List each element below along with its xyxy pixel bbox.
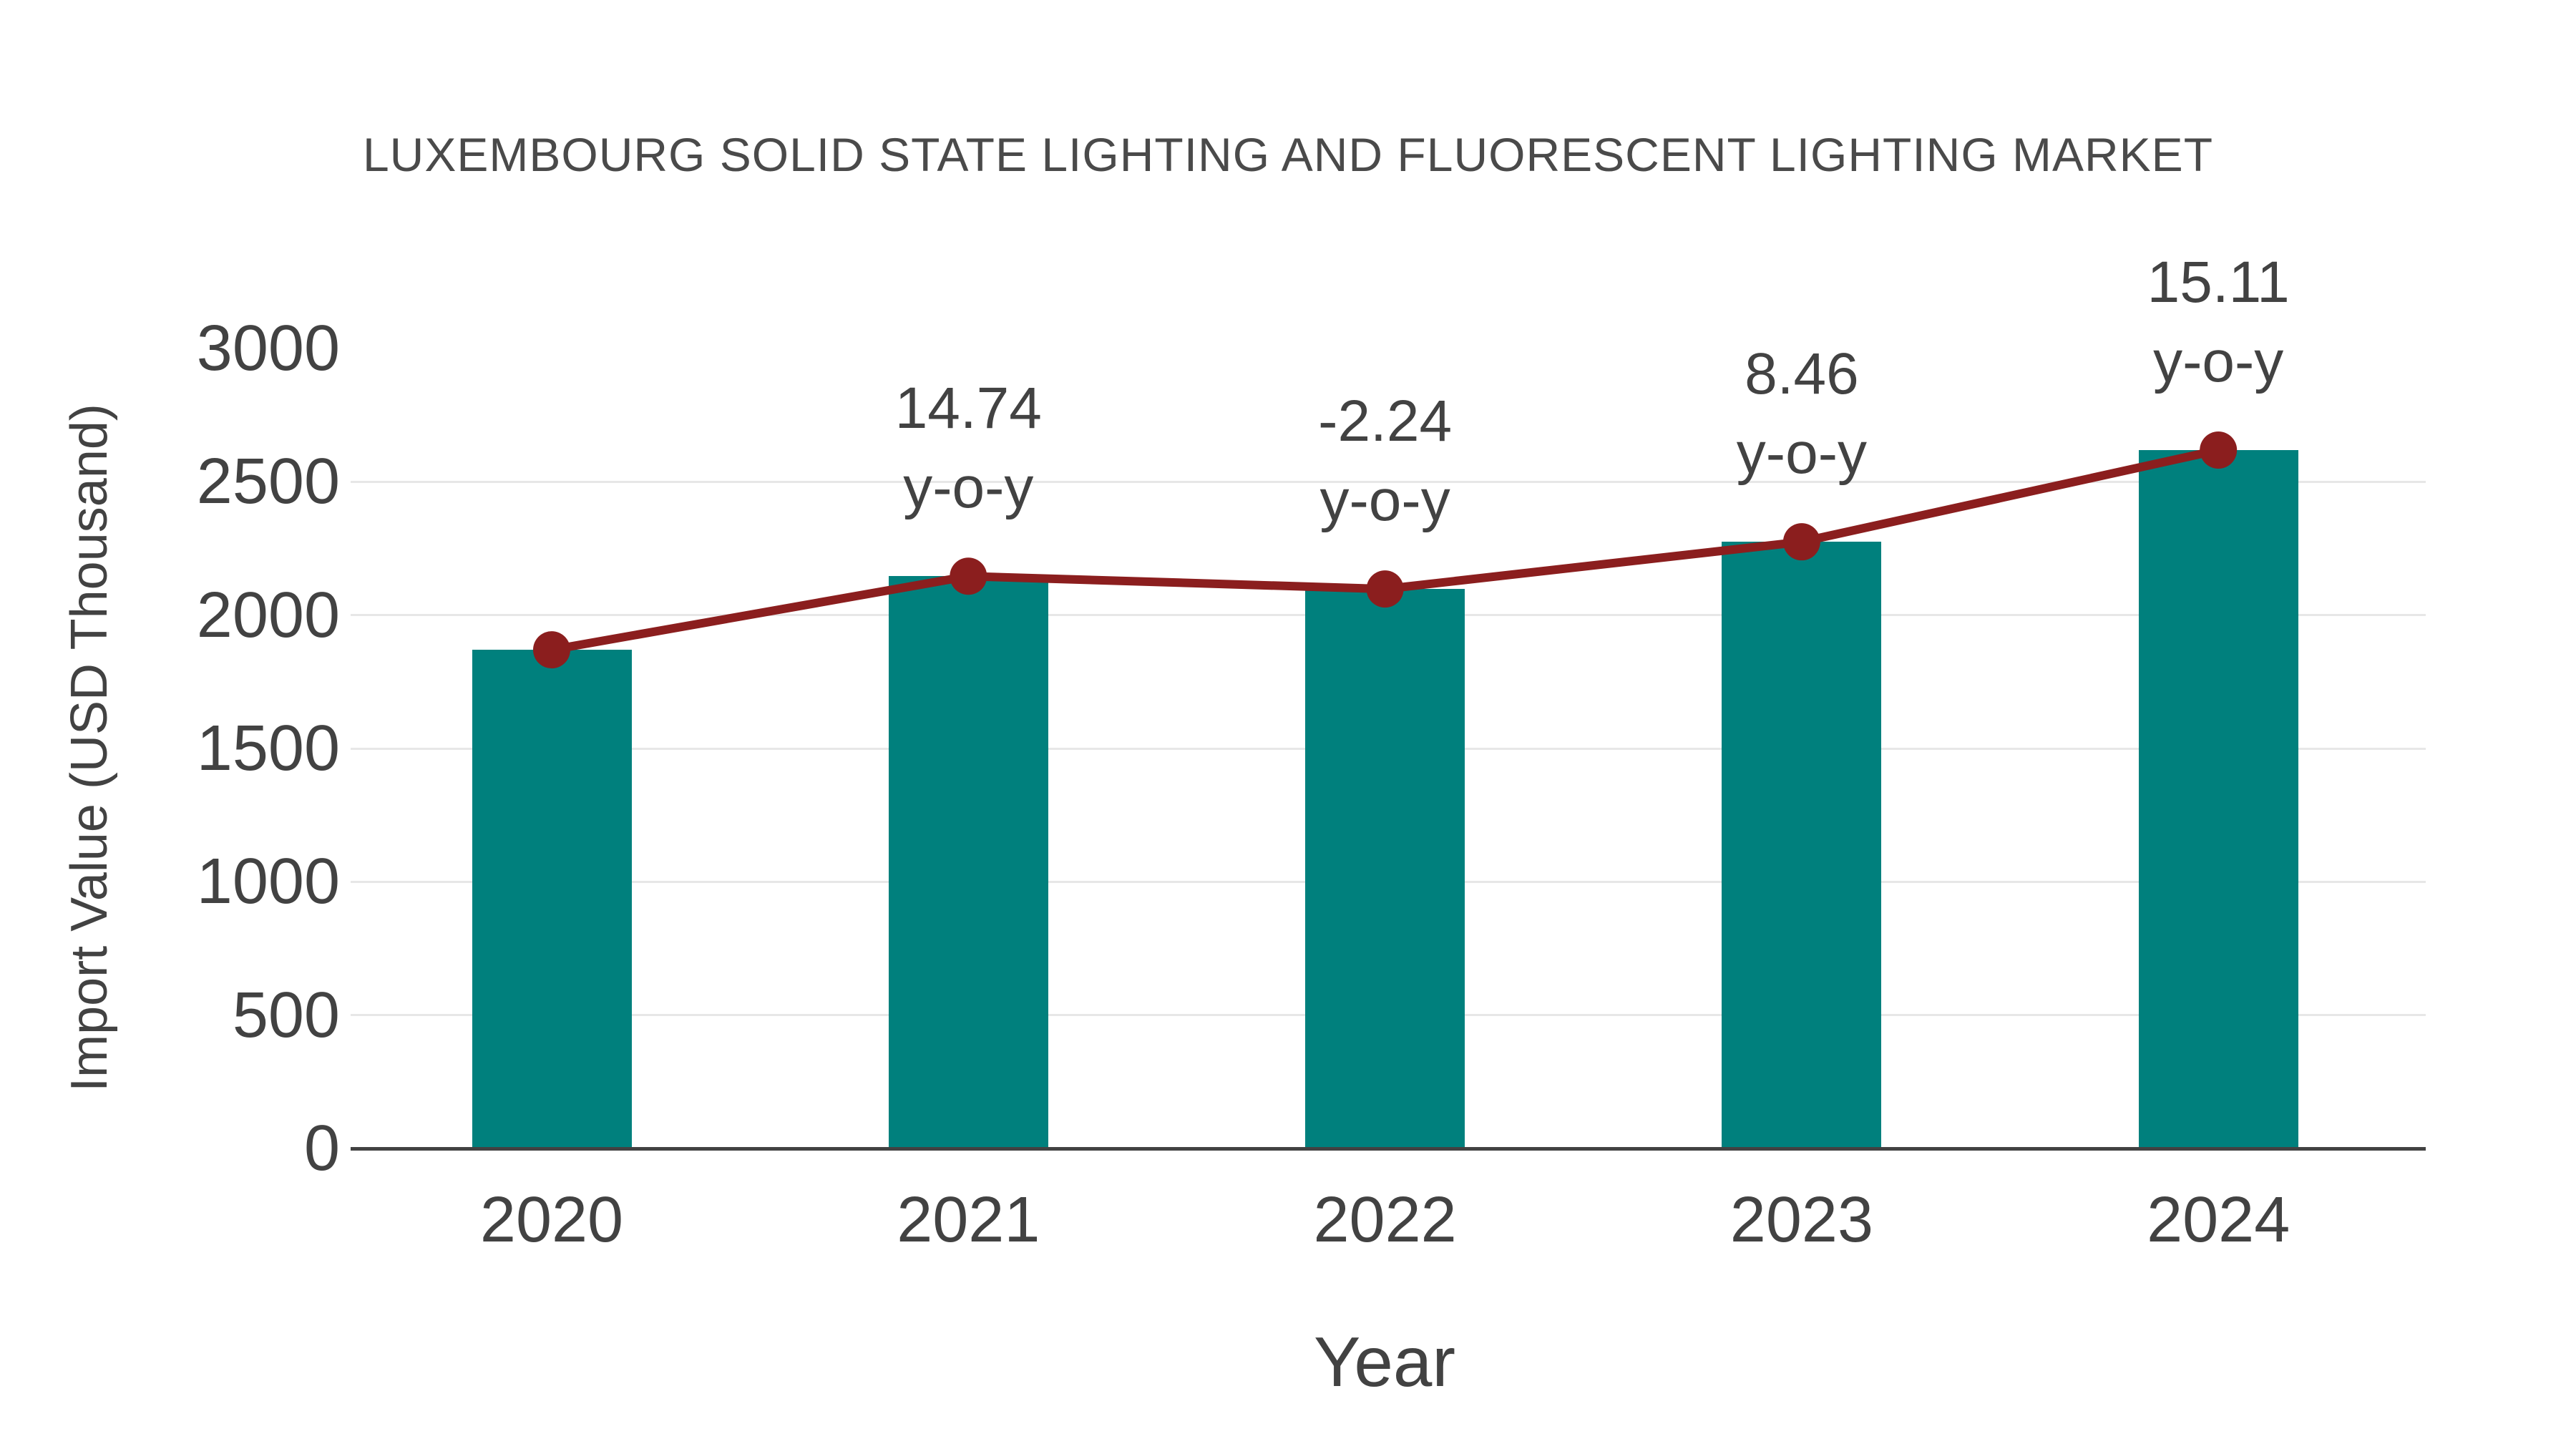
data-label-suffix: y-o-y: [903, 455, 1034, 521]
y-tick-label-500: 500: [232, 979, 340, 1051]
data-label-2022: -2.24 y-o-y: [1171, 381, 1600, 540]
data-label-value: -2.24: [1318, 389, 1453, 454]
bar-2020: [472, 650, 632, 1148]
bar-2021: [888, 576, 1048, 1148]
bar-2022: [1305, 589, 1465, 1148]
trend-point-2022: [1366, 570, 1404, 608]
bar-2023: [1722, 542, 1882, 1148]
data-label-suffix: y-o-y: [2153, 328, 2284, 394]
x-axis-line: [351, 1147, 2426, 1151]
x-tick-label-2021: 2021: [897, 1184, 1040, 1256]
data-label-value: 15.11: [2147, 249, 2290, 315]
x-tick-label-2022: 2022: [1313, 1184, 1457, 1256]
trend-point-2020: [533, 631, 570, 669]
y-tick-label-1500: 1500: [196, 713, 340, 784]
data-label-suffix: y-o-y: [1736, 421, 1867, 487]
y-tick-label-2000: 2000: [196, 579, 340, 651]
trend-point-2024: [2200, 431, 2238, 469]
y-tick-label-2500: 2500: [196, 446, 340, 518]
y-tick-label-1000: 1000: [196, 846, 340, 918]
gridline-2500: [351, 480, 2426, 483]
x-tick-label-2024: 2024: [2147, 1184, 2290, 1256]
data-label-2023: 8.46 y-o-y: [1587, 334, 2016, 493]
data-label-value: 8.46: [1745, 341, 1859, 407]
data-label-2024: 15.11 y-o-y: [2004, 243, 2433, 401]
y-tick-label-3000: 3000: [196, 313, 340, 384]
data-label-value: 14.74: [894, 376, 1042, 441]
x-tick-label-2020: 2020: [479, 1184, 624, 1256]
trend-point-2021: [950, 557, 987, 595]
bar-2024: [2138, 449, 2298, 1148]
x-tick-label-2023: 2023: [1729, 1184, 1873, 1256]
data-label-suffix: y-o-y: [1319, 468, 1450, 534]
x-axis-title: Year: [1313, 1322, 1455, 1401]
chart-title: LUXEMBOURG SOLID STATE LIGHTING AND FLUO…: [362, 128, 2214, 181]
trend-point-2023: [1782, 523, 1820, 561]
data-label-2021: 14.74 y-o-y: [753, 369, 1183, 527]
y-tick-label-0: 0: [303, 1113, 340, 1184]
